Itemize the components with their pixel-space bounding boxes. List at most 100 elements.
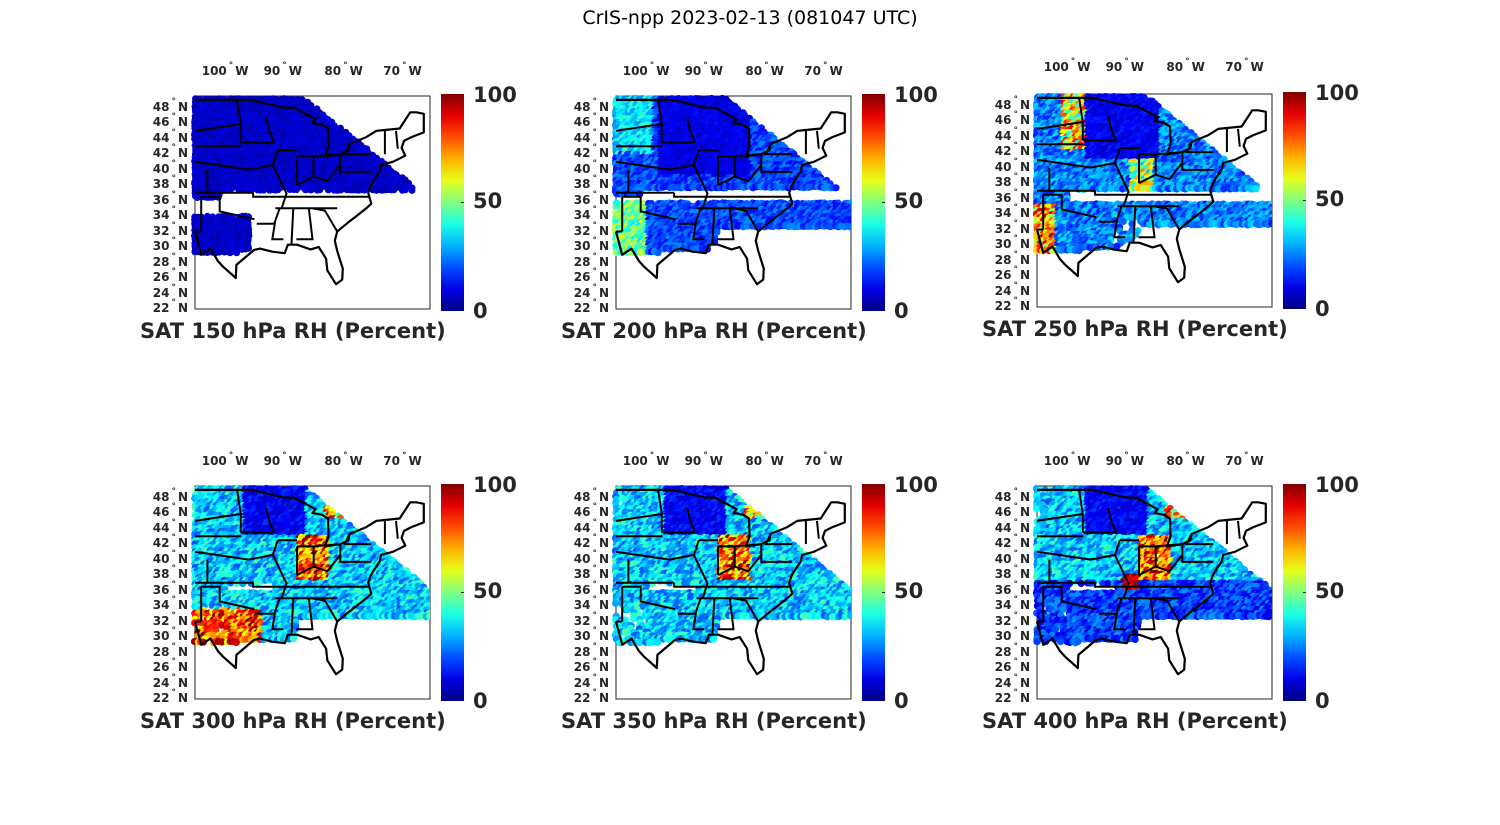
degree-symbol: °: [171, 143, 176, 154]
degree-symbol: °: [592, 112, 597, 123]
lat-direction: N: [598, 239, 609, 254]
lat-value: 34: [573, 208, 591, 223]
lat-tick-label: 22 ° N: [559, 298, 609, 315]
rh-point: [227, 186, 234, 194]
lat-tick-label: 48 ° N: [559, 97, 609, 114]
lat-value: 24: [152, 285, 170, 300]
colorbar: [862, 94, 885, 311]
state-border: [296, 164, 342, 186]
lat-direction: N: [598, 270, 609, 285]
state-border: [395, 130, 399, 149]
lat-direction: N: [598, 208, 609, 223]
lat-value: 48: [573, 99, 591, 114]
lat-value: 38: [152, 177, 170, 192]
lat-tick-label: 26 ° N: [559, 267, 609, 285]
degree-symbol: °: [343, 61, 348, 71]
map-panel-200hpa: 0 50 100 100 ° W 90 ° W 80 ° W 70 ° W 48 ° N 46 ° N 44 ° N 42 ° N 4…: [561, 60, 981, 360]
lat-tick-label: 36 ° N: [138, 190, 188, 207]
degree-symbol: °: [171, 158, 176, 169]
panel-title: SAT 200 hPa RH (Percent): [561, 319, 867, 343]
lon-tick-label: 70 ° W: [804, 61, 842, 78]
rh-point: [307, 186, 315, 194]
degree-symbol: °: [282, 61, 287, 71]
lat-tick-label: 38 ° N: [138, 174, 188, 192]
lat-value: 32: [573, 223, 591, 238]
lat-value: 26: [573, 270, 591, 285]
state-border: [339, 154, 372, 173]
lat-direction: N: [598, 177, 609, 192]
lat-direction: N: [598, 99, 609, 114]
lat-direction: N: [598, 115, 609, 130]
lon-value: 90: [684, 64, 702, 78]
degree-symbol: °: [171, 251, 176, 262]
rh-point: [832, 184, 840, 192]
lon-direction: W: [770, 64, 784, 78]
lat-tick-label: 42 ° N: [138, 143, 188, 160]
lat-direction: N: [177, 161, 188, 176]
lat-value: 22: [573, 301, 591, 315]
lat-value: 24: [573, 285, 591, 300]
lat-direction: N: [177, 301, 188, 315]
degree-symbol: °: [592, 127, 597, 138]
degree-symbol: °: [649, 61, 655, 71]
lon-tick-label: 80 ° W: [324, 61, 362, 78]
rh-point: [316, 186, 324, 194]
degree-symbol: °: [401, 61, 407, 71]
lat-value: 30: [152, 239, 170, 254]
state-border: [312, 207, 339, 233]
lon-tick-label: 90 ° W: [684, 61, 724, 78]
degree-symbol: °: [822, 61, 828, 71]
lon-value: 90: [263, 64, 281, 78]
map-panel-250hpa: 0 50 100 100 ° W 90 ° W 80 ° W 70 ° W 48 ° N 46 ° N 44 ° N 42 ° N 4…: [982, 57, 1402, 358]
lon-tick-label: 70 ° W: [383, 61, 421, 78]
state-border: [271, 164, 288, 209]
lat-direction: N: [598, 192, 609, 207]
lat-value: 36: [573, 192, 591, 207]
lat-value: 42: [573, 146, 591, 161]
lat-value: 22: [152, 301, 170, 315]
colorbar: [441, 94, 464, 311]
state-border: [296, 208, 314, 241]
lat-tick-label: 32 ° N: [138, 221, 188, 238]
state-border: [343, 143, 372, 156]
lon-value: 70: [804, 64, 821, 78]
rh-point: [325, 186, 332, 194]
lat-value: 28: [152, 254, 170, 269]
lat-tick-label: 22 ° N: [138, 298, 188, 315]
degree-symbol: °: [592, 267, 597, 278]
degree-symbol: °: [592, 282, 597, 293]
lat-value: 40: [573, 161, 591, 176]
lon-direction: W: [288, 64, 303, 78]
lat-value: 30: [573, 239, 591, 254]
rh-point: [274, 186, 282, 194]
lon-value: 80: [745, 64, 763, 78]
lat-tick-label: 34 ° N: [559, 205, 609, 223]
colorbar-tick-label: 0: [894, 299, 909, 323]
lat-direction: N: [177, 130, 188, 145]
degree-symbol: °: [171, 282, 176, 293]
lon-tick-label: 80 ° W: [745, 61, 784, 78]
state-border: [201, 195, 255, 221]
map-plot: [612, 94, 885, 311]
lon-direction: W: [709, 64, 724, 78]
lat-tick-label: 40 ° N: [138, 158, 188, 176]
state-border: [236, 99, 242, 125]
lat-direction: N: [177, 99, 188, 114]
degree-symbol: °: [592, 189, 597, 200]
lat-direction: N: [177, 177, 188, 192]
lat-tick-label: 44 ° N: [138, 128, 188, 145]
degree-symbol: °: [228, 61, 234, 71]
lat-value: 34: [152, 208, 170, 223]
lat-direction: N: [177, 285, 188, 300]
degree-symbol: °: [592, 251, 597, 262]
rh-point: [390, 186, 398, 194]
lon-tick-label: 100 ° W: [622, 61, 670, 78]
degree-symbol: °: [592, 143, 597, 154]
degree-symbol: °: [171, 236, 176, 247]
lat-tick-label: 28 ° N: [559, 251, 609, 269]
rh-point: [337, 186, 345, 194]
lat-direction: N: [177, 239, 188, 254]
lat-direction: N: [177, 270, 188, 285]
lon-value: 100: [622, 64, 648, 78]
lat-direction: N: [598, 146, 609, 161]
